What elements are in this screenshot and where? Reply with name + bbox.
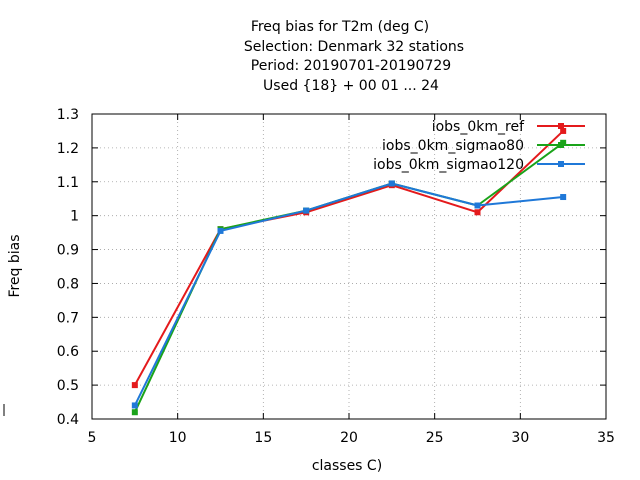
title-line-3: Period: 20190701-20190729 (251, 58, 451, 74)
legend-marker (558, 161, 564, 167)
legend-label: iobs_0km_sigmao120 (373, 157, 524, 173)
y-tick-label: 0.6 (57, 344, 79, 360)
legend: iobs_0km_ref iobs_0km_sigmao80 iobs_0km_si… (373, 119, 585, 173)
x-tick-label: 35 (597, 430, 615, 446)
series-point-iobs_0km_sigmao120 (560, 194, 567, 201)
legend-marker (558, 142, 564, 148)
x-tick-label: 30 (511, 430, 529, 446)
x-tick-label: 15 (254, 430, 272, 446)
series-point-iobs_0km_ref (560, 127, 567, 134)
series-point-iobs_0km_ref (131, 382, 138, 389)
chart-title: Freq bias for T2m (deg C) Selection: Den… (244, 19, 464, 94)
series-point-iobs_0km_sigmao80 (131, 409, 138, 416)
x-tick-label: 25 (426, 430, 444, 446)
title-line-4: Used {18} + 00 01 ... 24 (263, 78, 439, 94)
axis-ticks: 5 10 15 20 25 30 35 0.4 0.5 0.6 0.7 0.8 0.9 1 1.1 1.2 1.… (57, 107, 615, 446)
legend-label: iobs_0km_ref (432, 119, 525, 135)
series-point-iobs_0km_ref (474, 209, 481, 216)
series-point-iobs_0km_sigmao120 (217, 227, 224, 234)
series-line-iobs_0km_ref (133, 130, 564, 386)
y-tick-label: 1.3 (57, 107, 79, 123)
series-group (131, 127, 567, 416)
title-line-2: Selection: Denmark 32 stations (244, 39, 464, 55)
y-tick-label: 1 (70, 209, 79, 225)
x-tick-label: 20 (340, 430, 358, 446)
title-line-1: Freq bias for T2m (deg C) (251, 19, 429, 35)
x-tick-label: 10 (169, 430, 187, 446)
y-tick-label: 1.1 (57, 175, 79, 191)
series-point-iobs_0km_sigmao120 (388, 180, 395, 187)
y-tick-label: 1.2 (57, 141, 79, 157)
series-point-iobs_0km_sigmao120 (303, 207, 310, 214)
legend-label: iobs_0km_sigmao80 (382, 138, 524, 154)
series-line-iobs_0km_sigmao120 (133, 182, 564, 406)
series-line-iobs_0km_sigmao80 (133, 141, 564, 413)
y-axis-label: Freq bias (7, 234, 23, 297)
x-tick-label: 5 (88, 430, 97, 446)
y-tick-label: 0.4 (57, 412, 79, 428)
y-tick-label: 0.7 (57, 310, 79, 326)
y-tick-label: 0.8 (57, 276, 79, 292)
x-axis-label: classes C) (312, 458, 382, 474)
grid (92, 114, 606, 419)
series-point-iobs_0km_sigmao120 (474, 202, 481, 209)
y-tick-label: 0.9 (57, 243, 79, 259)
legend-marker (558, 123, 564, 129)
series-point-iobs_0km_sigmao120 (131, 402, 138, 409)
y-tick-label: 0.5 (57, 378, 79, 394)
